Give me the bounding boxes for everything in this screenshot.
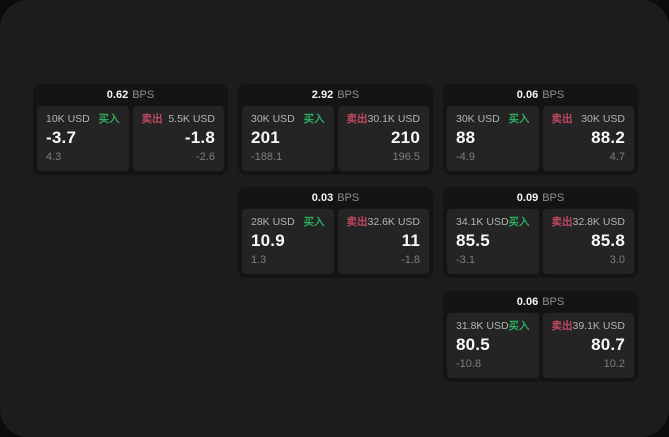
sell-amount: 30K USD: [581, 113, 625, 125]
buy-amount: 30K USD: [251, 113, 295, 125]
buy-panel[interactable]: 34.1K USD 买入 85.5 -3.1: [447, 209, 539, 274]
sell-panel[interactable]: 卖出 39.1K USD 80.7 10.2: [542, 313, 634, 378]
quote-card: 0.06 BPS 30K USD 买入 88 -4.9 卖出 30K USD 8…: [443, 84, 638, 175]
sell-price: 11: [401, 231, 420, 250]
bps-header: 2.92 BPS: [242, 84, 429, 106]
sell-sub-value: 10.2: [603, 358, 625, 370]
bps-value: 2.92: [311, 89, 334, 101]
buy-sub-value: -188.1: [251, 151, 283, 163]
buy-amount: 31.8K USD: [456, 320, 509, 332]
buy-label: 买入: [508, 216, 530, 228]
bps-unit: BPS: [132, 89, 155, 101]
sell-panel[interactable]: 卖出 5.5K USD -1.8 -2.6: [132, 106, 224, 171]
bps-value: 0.06: [516, 89, 539, 101]
sell-sub-value: -2.6: [196, 151, 215, 163]
buy-sub-value: -3.1: [456, 254, 475, 266]
sell-label: 卖出: [551, 216, 573, 228]
bps-unit: BPS: [542, 296, 565, 308]
buy-price: 85.5: [456, 231, 490, 250]
sell-amount: 32.8K USD: [572, 216, 626, 228]
buy-amount: 28K USD: [251, 216, 295, 228]
sell-label: 卖出: [346, 216, 368, 228]
bps-header: 0.03 BPS: [242, 187, 429, 209]
sell-price: -1.8: [184, 128, 215, 147]
bps-header: 0.09 BPS: [447, 187, 634, 209]
bps-value: 0.62: [106, 89, 129, 101]
buy-panel[interactable]: 31.8K USD 买入 80.5 -10.8: [447, 313, 539, 378]
sell-amount: 32.6K USD: [367, 216, 421, 228]
sell-price: 88.2: [591, 128, 625, 147]
buy-label: 买入: [303, 216, 325, 228]
bps-header: 0.06 BPS: [447, 291, 634, 313]
buy-amount: 30K USD: [456, 113, 500, 125]
sell-label: 卖出: [346, 113, 368, 125]
quote-card: 0.06 BPS 31.8K USD 买入 80.5 -10.8 卖出 39.1…: [443, 291, 638, 382]
buy-amount: 10K USD: [46, 113, 90, 125]
buy-price: -3.7: [46, 128, 77, 147]
buy-sub-value: -10.8: [456, 358, 482, 370]
sell-price: 210: [391, 128, 420, 147]
buy-label: 买入: [303, 113, 325, 125]
buy-panel[interactable]: 30K USD 买入 88 -4.9: [447, 106, 539, 171]
sell-label: 卖出: [551, 113, 573, 125]
quote-card: 0.09 BPS 34.1K USD 买入 85.5 -3.1 卖出 32.8K…: [443, 187, 638, 278]
quote-card: 0.62 BPS 10K USD 买入 -3.7 4.3 卖出 5.5K USD…: [33, 84, 228, 175]
buy-sub-value: -4.9: [456, 151, 475, 163]
buy-price: 80.5: [456, 335, 490, 354]
bps-header: 0.62 BPS: [37, 84, 224, 106]
sell-sub-value: 196.5: [392, 151, 420, 163]
sell-panel[interactable]: 卖出 32.8K USD 85.8 3.0: [542, 209, 634, 274]
bps-value: 0.03: [311, 192, 334, 204]
buy-price: 88: [456, 128, 476, 147]
bps-unit: BPS: [337, 89, 360, 101]
buy-sub-value: 1.3: [251, 254, 267, 266]
buy-sub-value: 4.3: [46, 151, 62, 163]
sell-sub-value: 3.0: [609, 254, 625, 266]
quote-card: 0.03 BPS 28K USD 买入 10.9 1.3 卖出 32.6K US…: [238, 187, 433, 278]
quote-card: 2.92 BPS 30K USD 买入 201 -188.1 卖出 30.1K …: [238, 84, 433, 175]
sell-price: 85.8: [591, 231, 625, 250]
sell-panel[interactable]: 卖出 30K USD 88.2 4.7: [542, 106, 634, 171]
buy-panel[interactable]: 30K USD 买入 201 -188.1: [242, 106, 334, 171]
buy-price: 10.9: [251, 231, 285, 250]
buy-label: 买入: [98, 113, 120, 125]
sell-panel[interactable]: 卖出 32.6K USD 11 -1.8: [337, 209, 429, 274]
buy-price: 201: [251, 128, 280, 147]
sell-amount: 5.5K USD: [168, 113, 215, 125]
bps-header: 0.06 BPS: [447, 84, 634, 106]
sell-amount: 39.1K USD: [572, 320, 626, 332]
buy-panel[interactable]: 28K USD 买入 10.9 1.3: [242, 209, 334, 274]
buy-amount: 34.1K USD: [456, 216, 509, 228]
buy-label: 买入: [508, 320, 530, 332]
bps-unit: BPS: [337, 192, 360, 204]
sell-amount: 30.1K USD: [367, 113, 421, 125]
bps-value: 0.09: [516, 192, 539, 204]
bps-unit: BPS: [542, 89, 565, 101]
sell-sub-value: 4.7: [609, 151, 625, 163]
buy-panel[interactable]: 10K USD 买入 -3.7 4.3: [37, 106, 129, 171]
bps-value: 0.06: [516, 296, 539, 308]
bps-unit: BPS: [542, 192, 565, 204]
sell-label: 卖出: [141, 113, 163, 125]
sell-sub-value: -1.8: [401, 254, 420, 266]
sell-label: 卖出: [551, 320, 573, 332]
sell-price: 80.7: [591, 335, 625, 354]
buy-label: 买入: [508, 113, 530, 125]
sell-panel[interactable]: 卖出 30.1K USD 210 196.5: [337, 106, 429, 171]
